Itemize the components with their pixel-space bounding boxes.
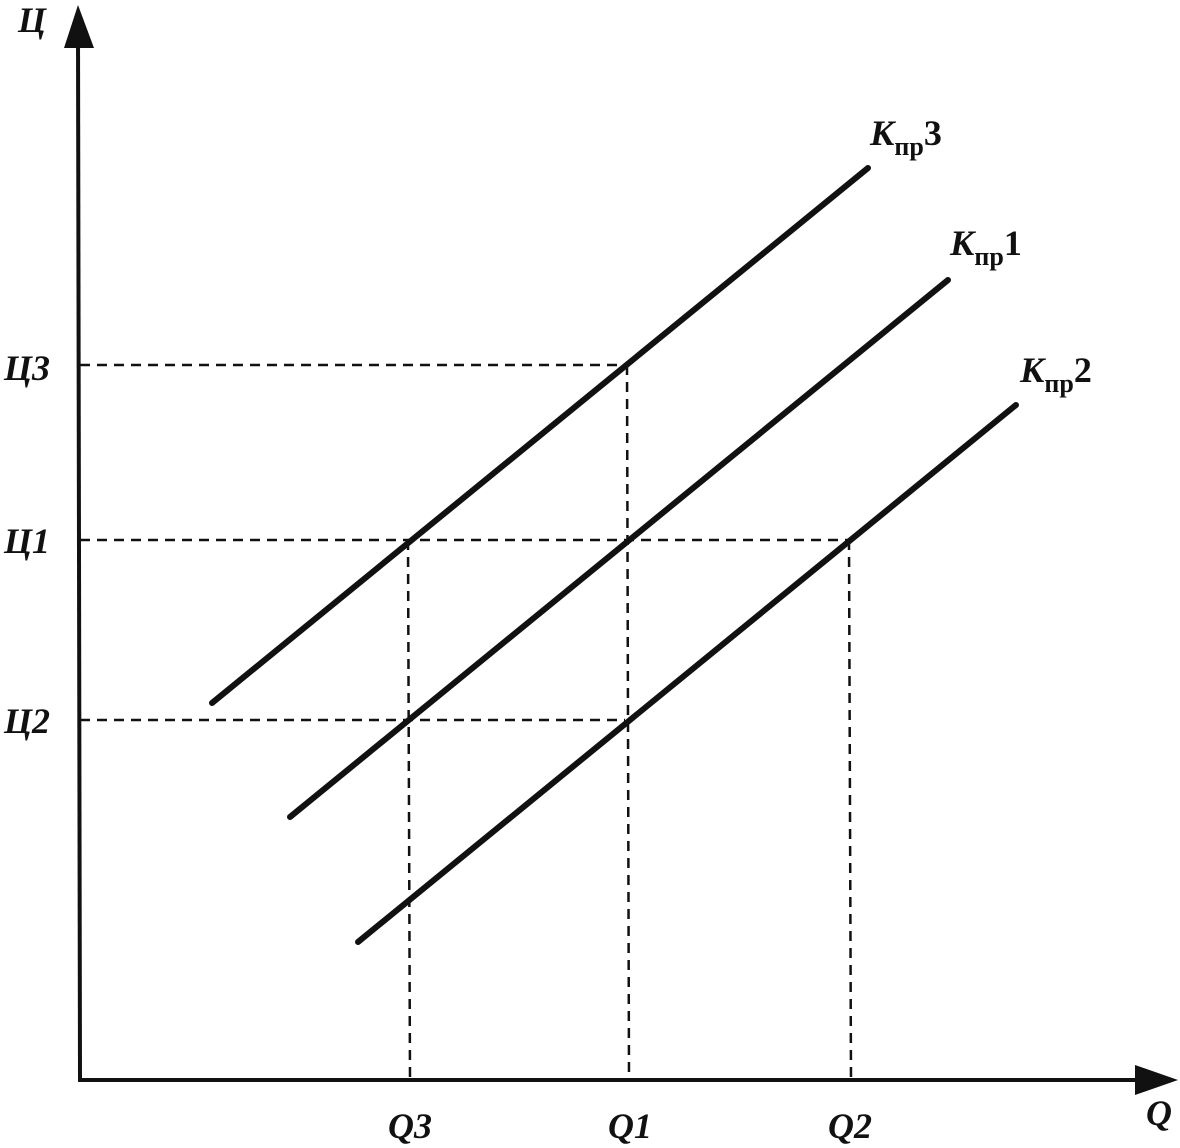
x-axis-label: Q bbox=[1146, 1093, 1172, 1133]
guide-line bbox=[847, 539, 853, 1081]
y-axis-arrow bbox=[64, 5, 94, 48]
supply-curve bbox=[355, 402, 1019, 945]
curve-number: 3 bbox=[924, 113, 942, 153]
price-label: Ц1 bbox=[3, 521, 50, 561]
curve-subscript: пр bbox=[894, 132, 923, 161]
curve-letter: К bbox=[1019, 350, 1047, 390]
x-axis-arrow bbox=[1135, 1065, 1178, 1095]
guide-line bbox=[406, 539, 412, 1081]
y-axis-label: Ц bbox=[17, 0, 47, 40]
price-label: Ц2 bbox=[3, 701, 50, 741]
price-label: Ц3 bbox=[3, 348, 50, 388]
curve-label: Кпр1 bbox=[949, 223, 1022, 271]
curve-label: Кпр2 bbox=[1019, 350, 1092, 398]
curve-label: Кпр3 bbox=[869, 113, 942, 161]
curve-number: 2 bbox=[1074, 350, 1092, 390]
supply-curve bbox=[287, 277, 951, 820]
quantity-label: Q2 bbox=[828, 1106, 872, 1146]
curve-letter: К bbox=[869, 113, 897, 153]
curve-subscript: пр bbox=[974, 242, 1003, 271]
quantity-label: Q1 bbox=[608, 1106, 652, 1146]
curve-number: 1 bbox=[1004, 223, 1022, 263]
y-axis bbox=[76, 29, 82, 1081]
curve-letter: К bbox=[949, 223, 977, 263]
supply-curve bbox=[209, 165, 871, 706]
curve-subscript: пр bbox=[1044, 369, 1073, 398]
quantity-label: Q3 bbox=[388, 1106, 432, 1146]
